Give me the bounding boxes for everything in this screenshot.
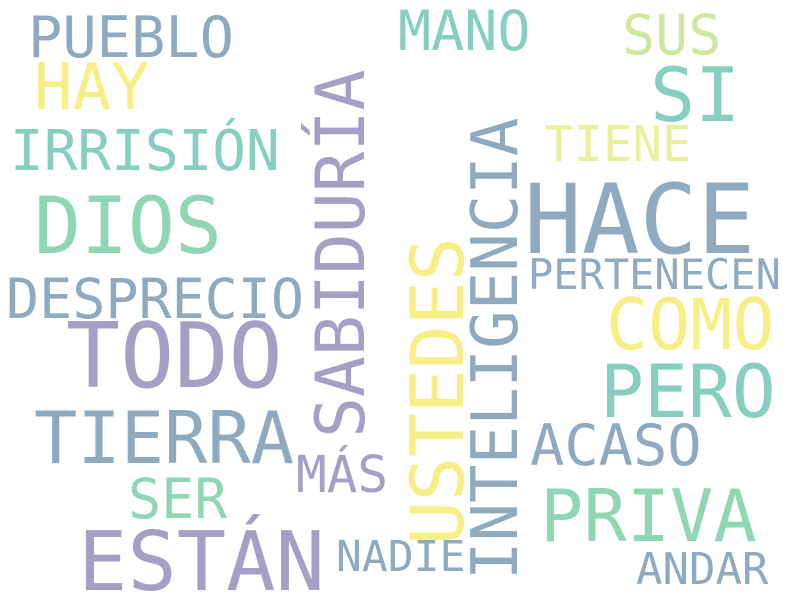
word-priva: PRIVA [540,474,757,558]
word-pertenecen: PERTENECEN [528,250,781,299]
word-ustedes: USTEDES [396,237,481,545]
word-andar: ANDAR [636,544,769,595]
word-hay: HAY [34,51,150,125]
word-mas: MÁS [296,446,389,505]
word-desprecio: DESPRECIO [6,267,305,331]
word-sabiduria: SABIDURÍA [302,69,381,438]
word-ser: SER [128,467,228,531]
word-como: COMO [606,284,775,366]
word-sus: SUS [622,3,722,67]
word-tiene: TIENE [544,116,692,173]
word-pero: PERO [600,350,776,435]
word-nadie: NADIE [336,532,466,582]
word-pueblo: PUEBLO [28,5,234,71]
word-mano: MANO [398,0,531,63]
word-tierra: TIERRA [34,396,295,480]
word-estan: ESTÁN [78,515,325,600]
word-hace: HACE [524,164,756,276]
word-irrision: IRRISIÓN [10,119,280,184]
word-dios: DIOS [34,182,222,272]
word-acaso: ACASO [530,413,702,479]
word-todo: TODO [66,304,283,409]
word-si: SI [650,51,741,139]
